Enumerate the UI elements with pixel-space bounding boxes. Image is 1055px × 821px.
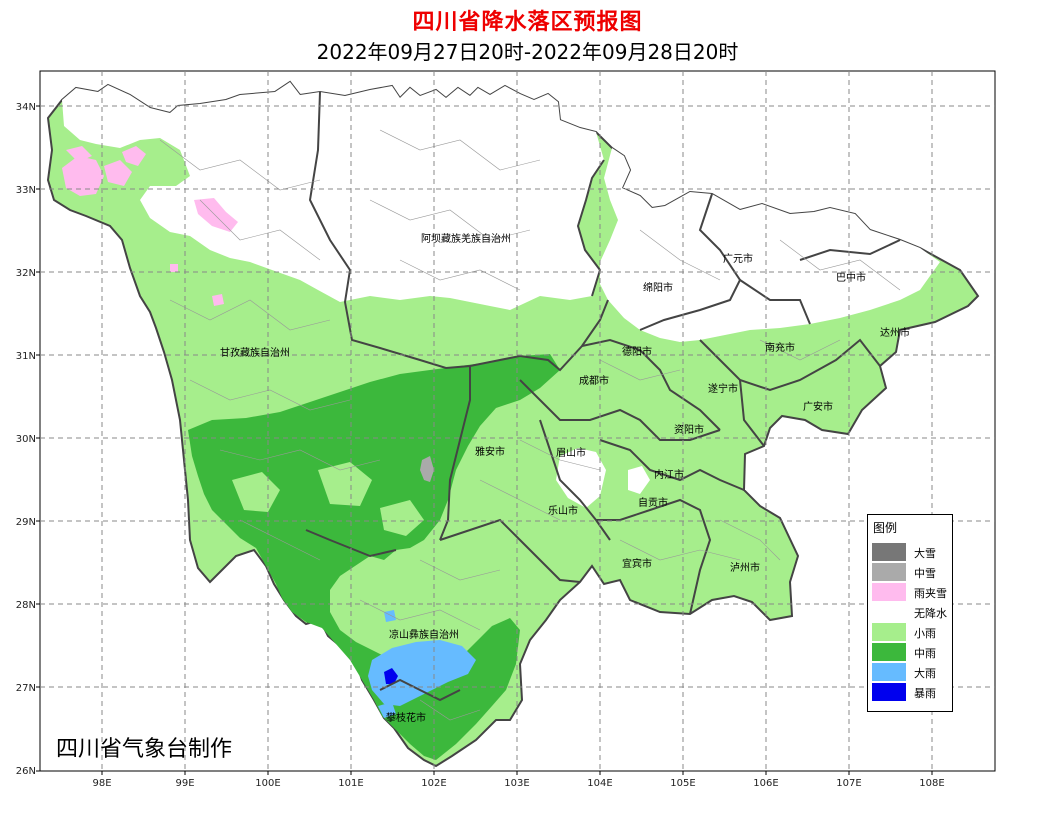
legend-label: 大雨 — [914, 667, 936, 680]
y-tick-30: 30N — [16, 434, 36, 445]
label-panzhihua: 攀枝花市 — [386, 711, 426, 724]
legend-item-heavy-snow: 大雪 — [872, 543, 950, 561]
y-tick-34: 34N — [16, 102, 36, 113]
label-aba: 阿坝藏族羌族自治州 — [421, 232, 511, 245]
label-yaan: 雅安市 — [475, 445, 505, 458]
x-tick-104: 104E — [587, 778, 612, 789]
forecast-period: 2022年09月27日20时-2022年09月28日20时 — [316, 40, 739, 64]
legend-swatch — [872, 623, 906, 641]
y-tick-29: 29N — [16, 517, 36, 528]
no-precip-south-basin — [556, 448, 606, 508]
prefecture-boundaries — [305, 91, 901, 702]
light-rain-islet-1 — [232, 472, 280, 512]
legend-label: 小雨 — [914, 627, 936, 640]
label-mianyang: 绵阳市 — [643, 281, 673, 294]
legend-label: 暴雨 — [914, 687, 936, 700]
x-tick-100: 100E — [255, 778, 280, 789]
label-meishan: 眉山市 — [556, 446, 586, 459]
tick-marks — [36, 105, 933, 775]
legend-item-sleet: 雨夹雪 — [872, 583, 950, 601]
y-tick-28: 28N — [16, 600, 36, 611]
moderate-snow-spot — [420, 456, 434, 482]
x-tick-99: 99E — [175, 778, 194, 789]
label-chengdu: 成都市 — [579, 374, 609, 387]
label-nanchong: 南充市 — [765, 341, 795, 354]
label-dazhou: 达州市 — [880, 326, 910, 339]
no-precip-zigong — [628, 466, 650, 494]
no-precip-northeast — [600, 148, 940, 342]
x-tick-107: 107E — [836, 778, 861, 789]
heavy-rain-area — [368, 640, 476, 706]
legend-label: 雨夹雪 — [914, 587, 947, 600]
legend-swatch — [872, 563, 906, 581]
y-tick-32: 32N — [16, 268, 36, 279]
x-tick-108: 108E — [919, 778, 944, 789]
legend-label: 大雪 — [914, 547, 936, 560]
legend-item-no-precip: 无降水 — [872, 603, 950, 621]
legend-label: 中雨 — [914, 647, 936, 660]
light-rain-islet-3 — [380, 500, 424, 536]
legend-swatch — [872, 643, 906, 661]
x-tick-102: 102E — [421, 778, 446, 789]
no-precip-north-aba — [62, 82, 604, 310]
x-axis-labels: 98E 99E 100E 101E 102E 103E 104E 105E 10… — [92, 778, 944, 789]
sleet-northwest-small1 — [66, 146, 92, 162]
city-labels: 阿坝藏族羌族自治州 甘孜藏族自治州 凉山彝族自治州 广元市 巴中市 绵阳市 达州… — [220, 232, 910, 724]
label-luzhou: 泸州市 — [730, 561, 760, 574]
x-tick-105: 105E — [670, 778, 695, 789]
legend-title: 图例 — [873, 521, 898, 535]
sleet-northwest-large — [62, 156, 104, 196]
label-guangyuan: 广元市 — [723, 252, 753, 265]
producer-credit: 四川省气象台制作 — [56, 737, 233, 762]
y-tick-31: 31N — [16, 351, 36, 362]
label-yibin: 宜宾市 — [622, 557, 652, 570]
y-axis-labels: 34N 33N 32N 31N 30N 29N 28N 27N 26N — [16, 102, 36, 777]
legend-item-light-rain: 小雨 — [872, 623, 950, 641]
label-bazhong: 巴中市 — [836, 271, 866, 284]
county-boundaries — [159, 129, 901, 721]
label-ganzi: 甘孜藏族自治州 — [220, 346, 290, 359]
map-legend: 图例 大雪 中雪 雨夹雪 无降水 小雨 中雨 大雨 暴雨 — [867, 514, 953, 712]
graticule — [40, 71, 995, 771]
legend-label: 中雪 — [914, 567, 936, 580]
y-tick-33: 33N — [16, 185, 36, 196]
x-tick-106: 106E — [753, 778, 778, 789]
label-guangan: 广安市 — [803, 400, 833, 413]
sleet-northwest-small3 — [122, 146, 146, 166]
legend-swatch — [872, 683, 906, 701]
label-suining: 遂宁市 — [708, 382, 738, 395]
heavy-rain-dot-north — [384, 610, 396, 622]
legend-label: 无降水 — [914, 607, 947, 620]
sleet-northwest-small2 — [104, 160, 132, 186]
map-title: 四川省降水落区预报图 — [412, 10, 643, 35]
legend-swatch — [872, 663, 906, 681]
legend-swatch — [872, 603, 906, 621]
legend-swatch — [872, 583, 906, 601]
sleet-west-patch — [194, 198, 238, 232]
label-ziyang: 资阳市 — [674, 423, 704, 436]
label-liangshan: 凉山彝族自治州 — [389, 628, 459, 641]
label-deyang: 德阳市 — [622, 345, 652, 358]
heavy-rain-dot — [378, 702, 396, 718]
x-tick-101: 101E — [338, 778, 363, 789]
label-zigong: 自贡市 — [638, 496, 668, 509]
x-tick-103: 103E — [504, 778, 529, 789]
label-neijiang: 内江市 — [654, 468, 684, 481]
legend-item-moderate-snow: 中雪 — [872, 563, 950, 581]
y-tick-27: 27N — [16, 683, 36, 694]
label-leshan: 乐山市 — [548, 504, 578, 517]
sleet-west-dot2 — [170, 264, 178, 272]
light-rain-islet-2 — [318, 462, 372, 506]
legend-item-heavy-rain: 大雨 — [872, 663, 950, 681]
sleet-west-dot — [212, 294, 224, 306]
legend-item-moderate-rain: 中雨 — [872, 643, 950, 661]
x-tick-98: 98E — [92, 778, 111, 789]
legend-swatch — [872, 543, 906, 561]
y-tick-26: 26N — [16, 766, 36, 777]
rainstorm-area — [384, 668, 398, 684]
legend-item-rainstorm: 暴雨 — [872, 683, 950, 701]
